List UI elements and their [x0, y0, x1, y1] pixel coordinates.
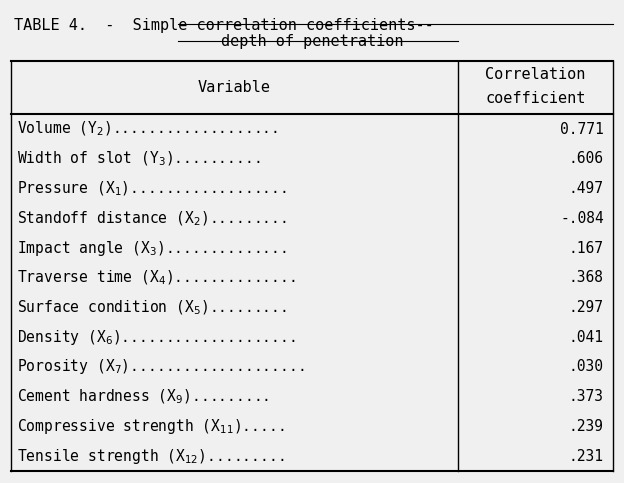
Text: .030: .030	[569, 359, 604, 374]
Text: Density (X$_6$)....................: Density (X$_6$)....................	[17, 328, 295, 347]
Text: Tensile strength (X$_{12}$).........: Tensile strength (X$_{12}$).........	[17, 447, 285, 466]
Text: Traverse time (X$_4$)..............: Traverse time (X$_4$)..............	[17, 269, 295, 287]
Text: Variable: Variable	[198, 80, 271, 95]
Text: .368: .368	[569, 270, 604, 285]
Text: TABLE 4.  -  Simple correlation coefficients--: TABLE 4. - Simple correlation coefficien…	[14, 18, 434, 33]
Text: Cement hardness (X$_9$).........: Cement hardness (X$_9$).........	[17, 387, 269, 406]
Text: Compressive strength (X$_{11}$).....: Compressive strength (X$_{11}$).....	[17, 417, 285, 436]
Text: Impact angle (X$_3$)..............: Impact angle (X$_3$)..............	[17, 239, 286, 257]
Text: depth of penetration: depth of penetration	[221, 34, 403, 49]
Text: Width of slot (Y$_3$)..........: Width of slot (Y$_3$)..........	[17, 150, 260, 168]
Text: Surface condition (X$_5$).........: Surface condition (X$_5$).........	[17, 298, 286, 317]
Text: Volume (Y$_2$)...................: Volume (Y$_2$)...................	[17, 120, 278, 138]
Text: Standoff distance (X$_2$).........: Standoff distance (X$_2$).........	[17, 209, 286, 227]
Text: .231: .231	[569, 449, 604, 464]
Text: .606: .606	[569, 151, 604, 166]
Text: .041: .041	[569, 330, 604, 345]
Text: .373: .373	[569, 389, 604, 404]
Text: Correlation: Correlation	[485, 67, 586, 82]
Text: Pressure (X$_1$)..................: Pressure (X$_1$)..................	[17, 179, 286, 198]
Text: .497: .497	[569, 181, 604, 196]
Text: coefficient: coefficient	[485, 91, 586, 106]
Text: .297: .297	[569, 300, 604, 315]
Text: .239: .239	[569, 419, 604, 434]
Text: -.084: -.084	[560, 211, 604, 226]
Text: Porosity (X$_7$)....................: Porosity (X$_7$)....................	[17, 357, 305, 376]
Text: .167: .167	[569, 241, 604, 256]
Text: 0.771: 0.771	[560, 122, 604, 137]
